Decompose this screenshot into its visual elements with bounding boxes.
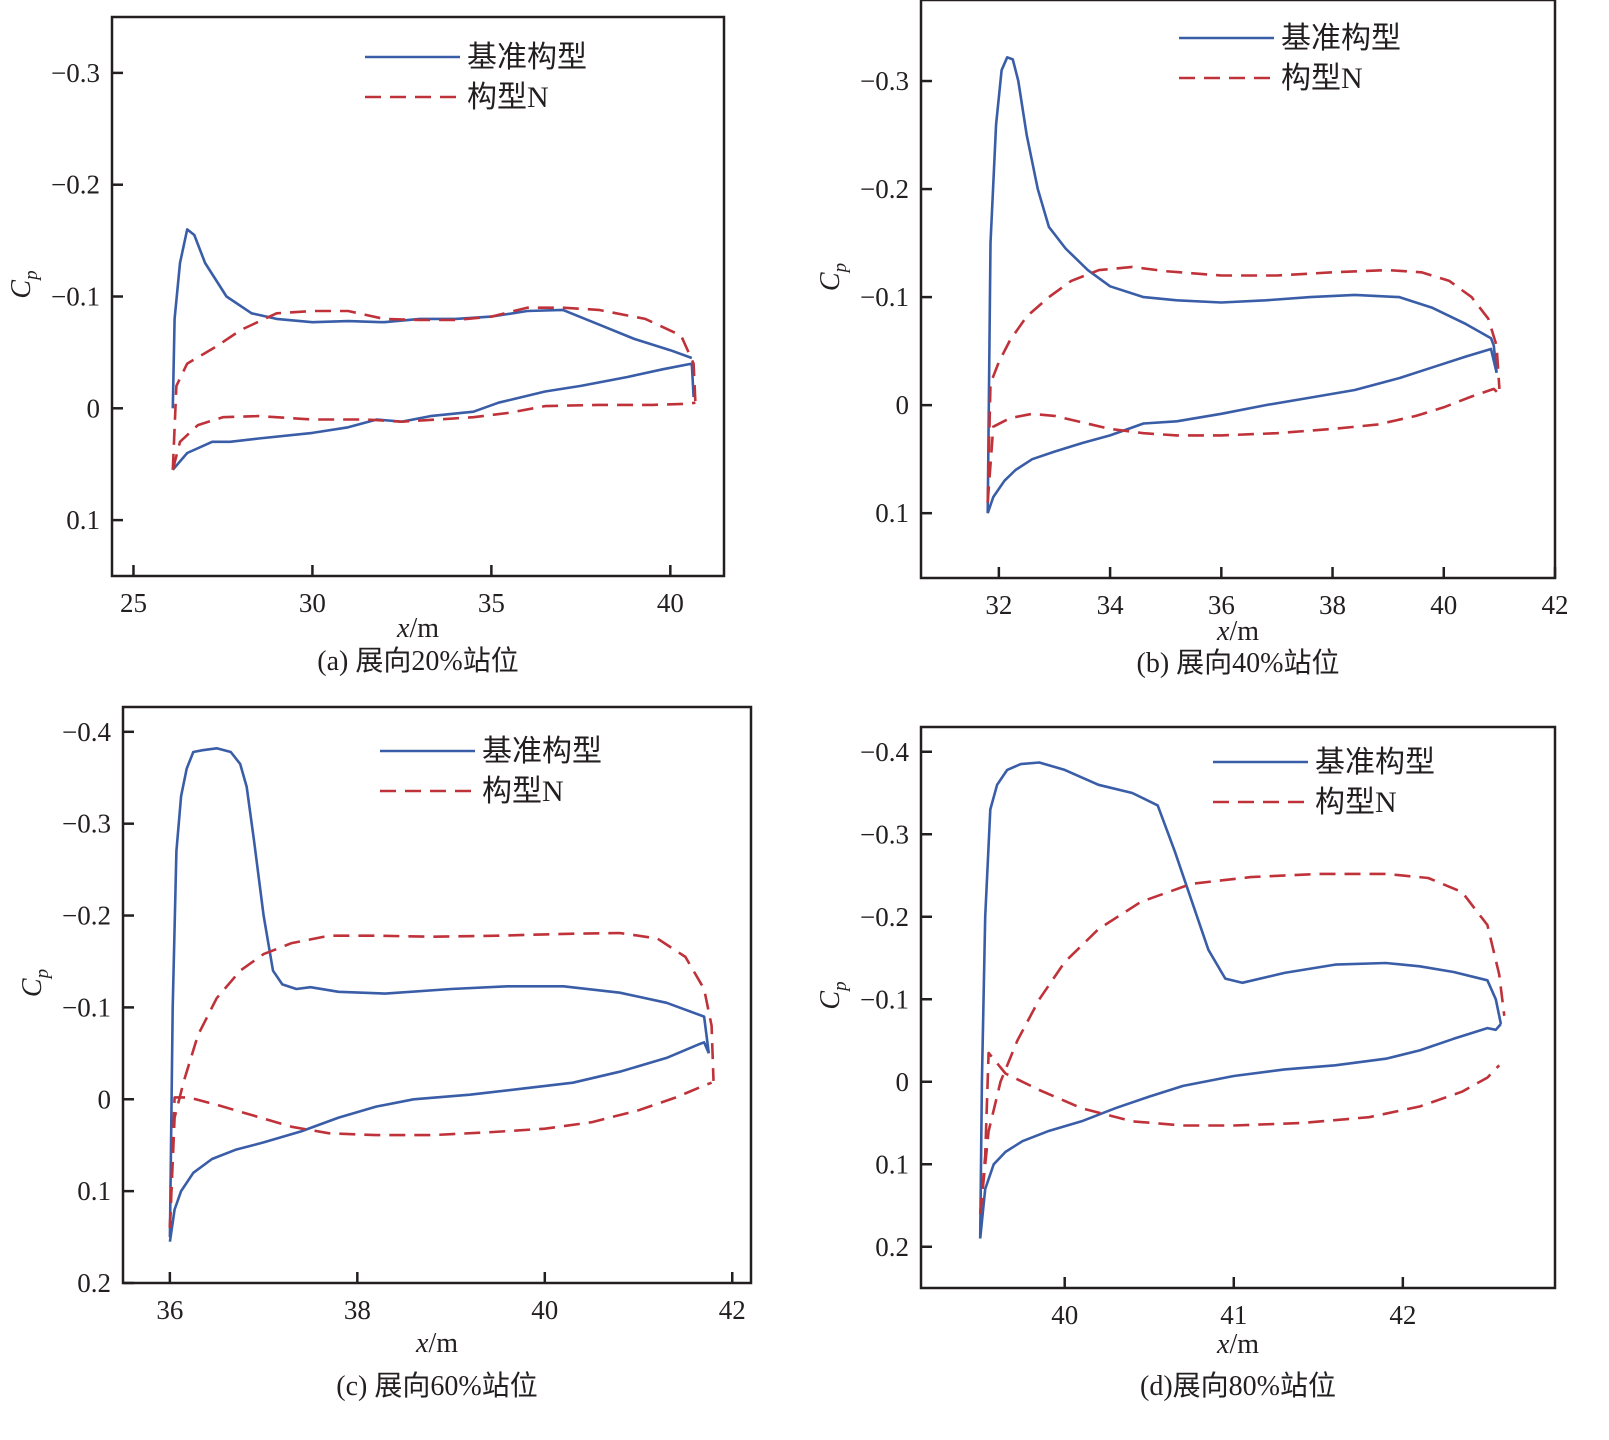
y-tick-label: 0.1 xyxy=(77,1176,111,1206)
panel-caption: (b) 展向40%站位 xyxy=(1137,647,1340,679)
config-n-upper-surface-line xyxy=(978,872,1506,1214)
y-tick-label: −0.4 xyxy=(62,717,111,747)
x-tick-label: 38 xyxy=(1319,590,1346,620)
panel-caption: (d)展向80%站位 xyxy=(1140,1370,1336,1402)
legend-label-baseline: 基准构型 xyxy=(1281,22,1401,55)
x-axis-label: x/m xyxy=(1216,1329,1259,1360)
panel-c: −0.4 −0.3 −0.2 −0.1 0 0.1 0.2 36 38 40 42 Cp x/m (c) … xyxy=(17,705,753,1402)
y-axis-label: Cp xyxy=(815,981,851,1009)
y-tick-label: −0.1 xyxy=(51,282,100,312)
config-n-upper-surface-line xyxy=(168,931,715,1228)
x-tick-label: 40 xyxy=(657,588,684,618)
baseline-lower-surface-line xyxy=(168,1041,710,1242)
y-tick-label: −0.3 xyxy=(62,809,111,839)
x-tick-label: 42 xyxy=(1389,1300,1416,1330)
x-tick-label: 25 xyxy=(120,588,147,618)
y-tick-label: −0.2 xyxy=(860,174,909,204)
x-tick-label: 34 xyxy=(1097,590,1125,620)
config-n-lower-surface-line xyxy=(978,1051,1501,1214)
y-tick-label: 0 xyxy=(87,393,101,423)
plot-frame xyxy=(919,0,1557,580)
y-tick-label: −0.2 xyxy=(51,170,100,200)
baseline-upper-surface-line xyxy=(171,228,693,409)
y-axis-label: Cp xyxy=(6,270,42,298)
baseline-lower-surface-line xyxy=(978,1023,1502,1239)
config-n-upper-surface-line xyxy=(171,306,697,470)
y-tick-label: −0.1 xyxy=(860,282,909,312)
x-axis-label: x/m xyxy=(396,613,439,644)
legend-label-config-n: 构型N xyxy=(1281,62,1363,95)
y-tick-label: 0 xyxy=(896,390,910,420)
y-tick-label: 0.2 xyxy=(875,1232,909,1262)
y-tick-label: −0.2 xyxy=(860,902,909,932)
x-tick-label: 38 xyxy=(344,1295,371,1325)
panel-caption: (a) 展向20%站位 xyxy=(317,645,518,677)
x-tick-label: 40 xyxy=(531,1295,558,1325)
x-tick-label: 42 xyxy=(719,1295,746,1325)
baseline-upper-surface-line xyxy=(986,55,1498,514)
baseline-upper-surface-line xyxy=(168,746,711,1238)
x-tick-label: 40 xyxy=(1051,1300,1078,1330)
config-n-upper-surface-line xyxy=(986,265,1501,503)
y-axis-label: Cp xyxy=(17,969,53,997)
x-tick-label: 36 xyxy=(156,1295,183,1325)
panel-d: −0.4 −0.3 −0.2 −0.1 0 0.1 0.2 40 41 42 Cp x/m (d)展向8… xyxy=(815,725,1557,1402)
config-n-lower-surface-line xyxy=(168,1081,713,1228)
legend-label-baseline: 基准构型 xyxy=(482,735,602,768)
legend-label-baseline: 基准构型 xyxy=(1315,746,1435,779)
legend-label-config-n: 构型N xyxy=(467,81,549,114)
y-tick-label: −0.3 xyxy=(51,58,100,88)
x-tick-label: 42 xyxy=(1542,590,1569,620)
x-tick-label: 30 xyxy=(299,588,326,618)
y-tick-label: 0.1 xyxy=(875,498,909,528)
baseline-lower-surface-line xyxy=(171,362,695,471)
panel-b: −0.3 −0.2 −0.1 0 0.1 32 34 36 38 40 42 Cp x/m(b) 展向4… xyxy=(815,0,1569,679)
panel-a: −0.3 −0.2 −0.1 0 0.1 25 30 35 40 Cp x/m(a) 展向20%站位… xyxy=(6,15,726,677)
baseline-upper-surface-line xyxy=(978,761,1503,1239)
config-n-lower-surface-line xyxy=(171,401,696,471)
y-tick-label: −0.3 xyxy=(860,66,909,96)
x-axis-label: x/m xyxy=(1216,616,1259,647)
y-tick-label: 0 xyxy=(896,1067,910,1097)
x-tick-label: 40 xyxy=(1430,590,1457,620)
legend-label-baseline: 基准构型 xyxy=(467,41,587,74)
panel-caption: (c) 展向60%站位 xyxy=(336,1370,537,1402)
baseline-lower-surface-line xyxy=(986,347,1498,514)
x-tick-label: 36 xyxy=(1208,590,1235,620)
y-tick-label: −0.1 xyxy=(62,992,111,1022)
y-tick-label: 0.1 xyxy=(875,1149,909,1179)
y-tick-label: 0.2 xyxy=(77,1268,111,1298)
y-tick-label: −0.4 xyxy=(860,737,909,767)
plot-frame xyxy=(919,725,1557,1290)
legend-label-config-n: 构型N xyxy=(1315,786,1397,819)
x-tick-label: 35 xyxy=(478,588,505,618)
y-tick-label: −0.2 xyxy=(62,901,111,931)
x-axis-label: x/m xyxy=(415,1328,458,1359)
plot-frame xyxy=(110,15,726,578)
x-tick-label: 32 xyxy=(985,590,1012,620)
legend-label-config-n: 构型N xyxy=(482,775,564,808)
y-tick-label: −0.1 xyxy=(860,984,909,1014)
y-tick-label: −0.3 xyxy=(860,819,909,849)
plot-frame xyxy=(121,705,753,1285)
x-tick-label: 41 xyxy=(1220,1300,1247,1330)
config-n-lower-surface-line xyxy=(986,387,1501,503)
y-tick-label: 0 xyxy=(98,1084,112,1114)
y-axis-label: Cp xyxy=(815,263,851,291)
y-tick-label: 0.1 xyxy=(66,505,100,535)
